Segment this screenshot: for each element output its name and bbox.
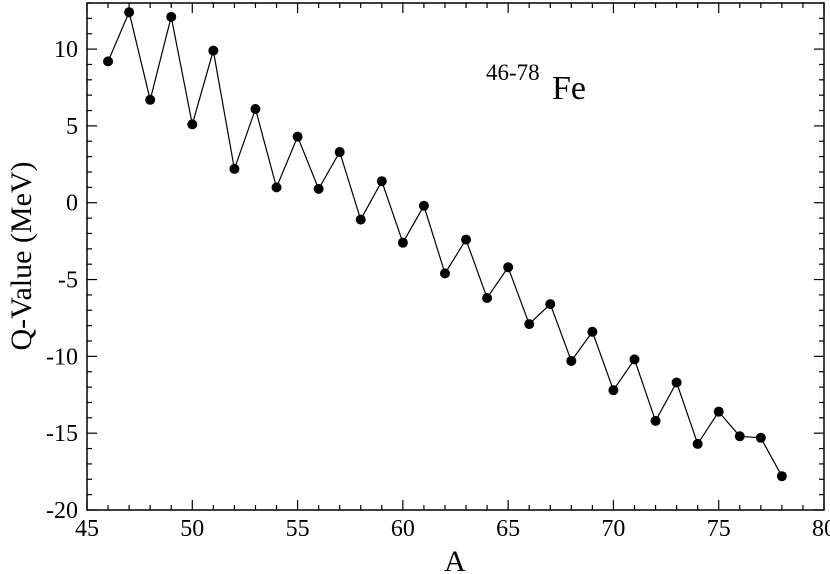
data-point — [313, 183, 324, 194]
data-point — [482, 292, 493, 303]
y-tick-label: -20 — [46, 498, 78, 524]
x-tick-label: 60 — [391, 516, 415, 542]
y-tick-label: -15 — [46, 421, 78, 447]
data-point — [524, 319, 535, 330]
data-point — [461, 234, 472, 245]
data-point — [545, 299, 556, 310]
series-layer — [103, 7, 787, 482]
y-tick-label: -5 — [58, 268, 78, 294]
data-point — [755, 432, 766, 443]
y-tick-label: 10 — [54, 37, 78, 63]
data-point — [503, 262, 514, 273]
data-point — [734, 431, 745, 442]
annotation-text: Fe — [552, 70, 586, 107]
data-point — [608, 385, 619, 396]
plot-frame — [86, 2, 825, 511]
data-point — [587, 326, 598, 337]
data-point — [397, 237, 408, 248]
data-point — [629, 354, 640, 365]
y-axis-label: Q-Value (MeV) — [5, 161, 38, 350]
data-point — [166, 11, 177, 22]
data-point — [418, 200, 429, 211]
data-point — [208, 45, 219, 56]
data-point — [566, 355, 577, 366]
data-point — [692, 438, 703, 449]
data-point — [650, 415, 661, 426]
y-tick-label: 5 — [66, 114, 78, 140]
data-point — [376, 176, 387, 187]
ticks-layer: 45 50 55 60 65 70 75 80 -20 -15 -10 -5 0 5 10 — [46, 2, 830, 542]
data-point — [776, 471, 787, 482]
data-point — [250, 104, 261, 115]
data-point — [713, 406, 724, 417]
data-point — [229, 163, 240, 174]
x-axis-label: A — [444, 545, 466, 574]
x-tick-label: 70 — [601, 516, 625, 542]
x-tick-label: 45 — [75, 516, 99, 542]
data-point — [671, 377, 682, 388]
data-point — [145, 94, 156, 105]
data-point — [103, 56, 114, 67]
y-tick-label: -10 — [46, 344, 78, 370]
annotation-fe-isotopes: 46-78 Fe — [486, 60, 586, 107]
x-tick-label: 80 — [812, 516, 830, 542]
x-tick-label: 55 — [286, 516, 310, 542]
data-point — [271, 182, 282, 193]
x-tick-label: 75 — [707, 516, 731, 542]
series-line — [107, 10, 783, 477]
y-tick-label: 0 — [66, 191, 78, 217]
data-point — [355, 214, 366, 225]
data-point — [187, 119, 198, 130]
data-point — [124, 7, 135, 18]
annotation-superscript: 46-78 — [486, 60, 540, 85]
data-point — [439, 268, 450, 279]
x-tick-label: 65 — [496, 516, 520, 542]
data-point — [334, 147, 345, 158]
data-point — [292, 131, 303, 142]
x-tick-label: 50 — [180, 516, 204, 542]
